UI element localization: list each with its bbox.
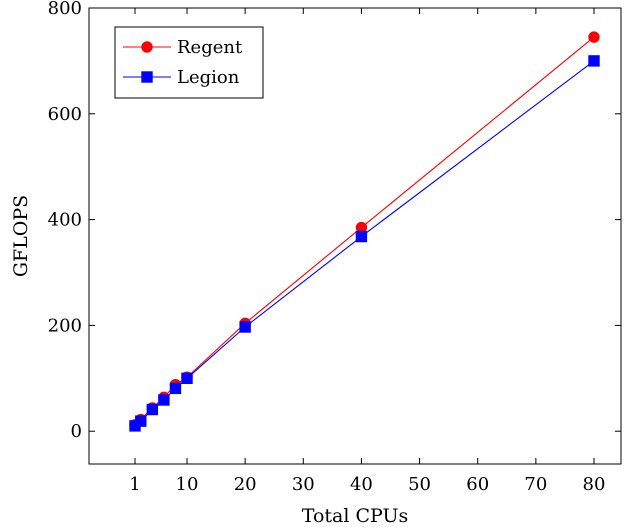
legend: Regent Legion (114, 26, 264, 99)
x-tick-label: 20 (234, 474, 257, 495)
y-axis-label: GFLOPS (10, 195, 32, 277)
y-tick-label: 200 (48, 315, 82, 336)
y-tick-label: 600 (48, 104, 82, 125)
x-tick-label: 50 (408, 474, 431, 495)
series-legion (129, 55, 600, 432)
data-point-legion (588, 55, 600, 67)
data-point-legion (181, 372, 193, 385)
axes-layer: 0 200 400 600 800 1 10 20 30 40 50 60 70 80 Total CPUs… (10, 0, 622, 527)
legend-marker-regent (141, 41, 153, 53)
x-tick-label: 30 (292, 474, 315, 495)
data-point-legion (135, 415, 147, 427)
data-point-legion (158, 394, 170, 406)
x-tick-label: 10 (176, 474, 199, 495)
x-tick-label: 60 (466, 474, 489, 495)
plot-frame (88, 7, 622, 465)
x-axis-label: Total CPUs (302, 505, 408, 527)
data-point-legion (239, 321, 251, 333)
data-point-legion (146, 403, 159, 416)
y-tick-label: 400 (48, 210, 82, 231)
legend-label-legion: Legion (177, 67, 240, 88)
data-point-legion (169, 382, 182, 395)
x-tick-label: 40 (350, 474, 373, 495)
legend-label-regent: Regent (177, 37, 243, 58)
legend-marker-legion (141, 71, 153, 83)
y-tick-label: 0 (71, 421, 82, 442)
x-tick-label: 70 (524, 474, 547, 495)
y-tick-label: 800 (48, 0, 82, 19)
series-line-legion (134, 60, 595, 427)
x-tick-label: 1 (129, 474, 140, 495)
x-tick-label: 80 (583, 474, 606, 495)
data-point-legion (355, 230, 368, 243)
series-layer (129, 31, 600, 432)
legend-box (114, 26, 264, 99)
data-point-regent (588, 31, 600, 43)
